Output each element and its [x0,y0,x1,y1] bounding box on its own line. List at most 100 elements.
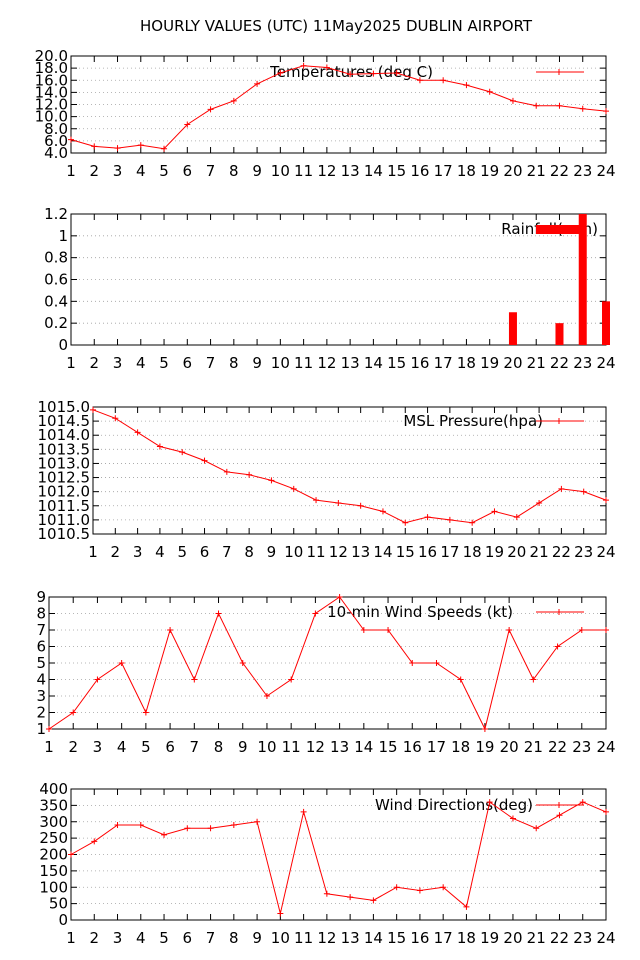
y-tick-label: 1014.5 [38,412,91,430]
x-tick-label: 23 [573,162,592,180]
data-point [246,471,253,478]
data-point [201,457,208,464]
y-tick-label: 1013.5 [38,440,91,458]
chart-panel-3: 1010.51011.01011.51012.01012.51013.01013… [38,398,616,561]
data-point [580,488,587,495]
data-point [268,477,275,484]
x-tick-label: 3 [113,929,123,947]
y-tick-label: 18.0 [35,59,68,77]
data-point [603,808,609,815]
data-point [142,709,149,716]
x-tick-label: 15 [378,738,397,756]
y-tick-label: 0.8 [44,249,68,267]
x-tick-label: 10 [271,354,290,372]
rain-bar [578,214,587,345]
legend-label: Wind Directions(deg) [375,796,533,814]
data-point [385,627,392,633]
x-tick-label: 3 [113,354,123,372]
data-point [556,812,563,819]
x-tick-label: 24 [596,543,615,561]
data-point [360,627,367,633]
x-tick-label: 14 [364,162,383,180]
x-tick-label: 18 [457,162,476,180]
x-tick-label: 5 [159,354,169,372]
x-tick-label: 20 [503,929,522,947]
x-tick-label: 9 [252,929,262,947]
x-tick-label: 1 [44,738,54,756]
x-tick-label: 4 [117,738,127,756]
legend-marker [556,69,562,75]
data-point [336,594,343,600]
data-point [167,627,174,633]
x-tick-label: 18 [451,738,470,756]
x-tick-label: 21 [527,929,546,947]
x-tick-label: 12 [317,354,336,372]
data-point [463,903,470,910]
x-tick-label: 5 [177,543,187,561]
series-line [70,65,607,150]
y-tick-label: 0 [58,336,68,354]
y-tick-label: 1012.0 [38,483,91,501]
y-tick-label: 14.0 [35,83,68,101]
data-point [393,884,400,891]
x-tick-label: 24 [596,929,615,947]
data-point [370,70,377,77]
data-point [239,660,246,666]
x-tick-label: 12 [317,929,336,947]
data-point [68,851,74,858]
x-tick-label: 14 [364,354,383,372]
plot-frame [92,406,607,535]
x-tick-label: 24 [596,738,615,756]
x-tick-label: 9 [267,543,277,561]
y-tick-label: 1012.5 [38,469,91,487]
y-tick-label: 0.2 [44,314,68,332]
x-tick-label: 11 [294,929,313,947]
x-tick-label: 21 [530,543,549,561]
data-point [424,514,431,521]
rain-bar [602,301,610,345]
x-tick-label: 10 [271,162,290,180]
x-tick-label: 5 [159,929,169,947]
x-tick-label: 14 [364,929,383,947]
data-point [230,822,237,829]
data-point [554,643,561,650]
series-line [48,596,606,731]
x-tick-label: 19 [480,162,499,180]
x-tick-label: 21 [527,354,546,372]
x-tick-label: 22 [550,929,569,947]
y-tick-label: 150 [39,862,68,880]
y-tick-label: 50 [49,895,68,913]
legend-marker [556,609,562,615]
data-point [230,97,237,104]
data-point [91,143,98,150]
x-tick-label: 6 [183,929,193,947]
x-tick-label: 20 [503,354,522,372]
y-tick-label: 1011.5 [38,497,91,515]
x-tick-label: 19 [485,543,504,561]
y-tick-label: 400 [39,780,68,798]
data-point [579,799,586,806]
x-tick-label: 6 [200,543,210,561]
y-tick-label: 8.0 [44,120,68,138]
x-tick-label: 21 [527,162,546,180]
x-tick-label: 13 [341,929,360,947]
data-point [207,106,214,113]
data-point [184,825,191,832]
x-tick-label: 4 [155,543,165,561]
data-point [533,825,540,832]
y-tick-label: 9 [36,588,46,606]
x-tick-label: 23 [572,738,591,756]
x-tick-label: 2 [89,162,99,180]
x-tick-label: 3 [113,162,123,180]
data-point [416,77,423,84]
x-tick-label: 7 [222,543,232,561]
x-tick-label: 1 [66,162,76,180]
y-tick-label: 350 [39,796,68,814]
chart-panel-2: 00.20.40.60.811.21 2 3 4 5 6 7 8 9 10 11 12 13 14 15 16… [44,205,615,372]
data-point [290,485,297,492]
data-point [161,145,168,152]
y-tick-label: 300 [39,813,68,831]
data-point [277,910,284,917]
